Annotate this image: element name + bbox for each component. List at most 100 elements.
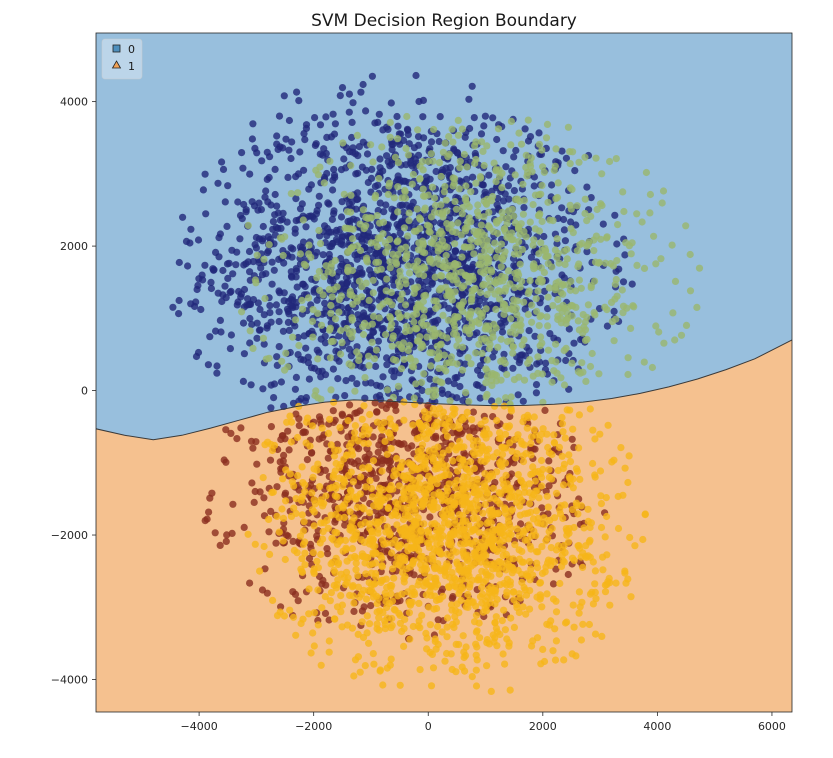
scatter-point-series-2 bbox=[295, 415, 303, 423]
scatter-point-series-1 bbox=[452, 205, 461, 213]
scatter-point-series-3 bbox=[469, 598, 477, 606]
scatter-point-series-3 bbox=[621, 569, 629, 577]
scatter-point-series-3 bbox=[326, 415, 334, 423]
scatter-point-series-1 bbox=[530, 265, 538, 273]
scatter-point-series-3 bbox=[569, 601, 577, 609]
scatter-point-series-1 bbox=[431, 201, 440, 210]
scatter-point-series-3 bbox=[555, 443, 564, 451]
scatter-point-series-0 bbox=[262, 187, 270, 195]
scatter-point-series-1 bbox=[401, 188, 409, 196]
scatter-point-series-3 bbox=[449, 457, 457, 465]
scatter-point-series-3 bbox=[499, 444, 507, 452]
scatter-point-series-3 bbox=[612, 579, 620, 587]
scatter-point-series-0 bbox=[202, 210, 210, 218]
scatter-point-series-1 bbox=[652, 322, 660, 330]
scatter-point-series-3 bbox=[256, 567, 264, 575]
scatter-point-series-1 bbox=[389, 332, 397, 340]
scatter-point-series-0 bbox=[219, 266, 227, 275]
scatter-point-series-1 bbox=[410, 394, 418, 402]
scatter-point-series-1 bbox=[389, 355, 398, 364]
scatter-point-series-3 bbox=[547, 617, 555, 625]
scatter-point-series-3 bbox=[343, 621, 352, 629]
scatter-point-series-1 bbox=[507, 305, 516, 313]
scatter-point-series-2 bbox=[281, 489, 290, 497]
scatter-point-series-0 bbox=[216, 316, 224, 324]
scatter-point-series-1 bbox=[440, 188, 448, 196]
scatter-point-series-3 bbox=[438, 628, 446, 636]
scatter-point-series-3 bbox=[281, 555, 289, 564]
scatter-point-series-1 bbox=[477, 174, 485, 182]
scatter-point-series-0 bbox=[345, 345, 353, 353]
scatter-point-series-3 bbox=[507, 614, 515, 622]
scatter-point-series-1 bbox=[486, 246, 495, 254]
scatter-point-series-3 bbox=[545, 528, 553, 536]
scatter-point-series-1 bbox=[693, 303, 701, 311]
scatter-point-series-1 bbox=[510, 376, 518, 384]
scatter-point-series-1 bbox=[516, 197, 524, 205]
scatter-point-series-1 bbox=[435, 159, 444, 167]
scatter-point-series-3 bbox=[544, 534, 552, 542]
scatter-point-series-1 bbox=[458, 284, 466, 292]
scatter-point-series-1 bbox=[367, 214, 375, 222]
scatter-point-series-0 bbox=[254, 206, 262, 214]
scatter-point-series-0 bbox=[505, 195, 513, 203]
scatter-point-series-3 bbox=[443, 614, 452, 622]
scatter-point-series-0 bbox=[248, 320, 256, 329]
scatter-point-series-0 bbox=[312, 140, 320, 148]
scatter-point-series-1 bbox=[428, 183, 437, 191]
scatter-point-series-1 bbox=[392, 260, 401, 268]
scatter-point-series-0 bbox=[465, 95, 473, 103]
scatter-point-series-1 bbox=[520, 227, 528, 236]
scatter-point-series-1 bbox=[500, 310, 508, 318]
scatter-point-series-3 bbox=[351, 428, 359, 437]
scatter-point-series-1 bbox=[542, 247, 550, 255]
scatter-point-series-1 bbox=[524, 116, 532, 124]
scatter-point-series-3 bbox=[574, 510, 582, 518]
scatter-point-series-0 bbox=[242, 206, 250, 214]
scatter-point-series-3 bbox=[434, 580, 442, 589]
scatter-point-series-2 bbox=[220, 456, 228, 464]
scatter-point-series-1 bbox=[593, 205, 601, 214]
scatter-point-series-1 bbox=[535, 191, 543, 199]
scatter-point-series-2 bbox=[545, 457, 553, 465]
scatter-point-series-1 bbox=[398, 290, 406, 298]
scatter-point-series-3 bbox=[420, 489, 428, 497]
scatter-point-series-0 bbox=[521, 305, 529, 313]
scatter-point-series-3 bbox=[469, 515, 477, 523]
scatter-point-series-0 bbox=[289, 399, 298, 407]
scatter-point-series-0 bbox=[499, 147, 507, 155]
scatter-point-series-0 bbox=[462, 264, 470, 272]
scatter-point-series-3 bbox=[390, 574, 398, 582]
scatter-point-series-1 bbox=[472, 179, 480, 187]
scatter-point-series-0 bbox=[376, 391, 384, 400]
scatter-point-series-1 bbox=[430, 297, 438, 305]
scatter-point-series-0 bbox=[214, 289, 222, 297]
scatter-point-series-1 bbox=[606, 157, 614, 166]
scatter-point-series-0 bbox=[357, 88, 365, 96]
scatter-point-series-0 bbox=[418, 386, 426, 395]
scatter-point-series-3 bbox=[369, 493, 377, 501]
scatter-point-series-1 bbox=[613, 292, 621, 300]
scatter-point-series-0 bbox=[393, 112, 401, 121]
scatter-point-series-0 bbox=[583, 248, 591, 256]
scatter-point-series-1 bbox=[567, 205, 575, 213]
scatter-point-series-1 bbox=[543, 120, 552, 128]
scatter-point-series-3 bbox=[526, 500, 534, 508]
scatter-point-series-1 bbox=[419, 185, 427, 193]
scatter-point-series-0 bbox=[373, 381, 381, 389]
scatter-point-series-3 bbox=[475, 573, 483, 582]
scatter-point-series-3 bbox=[244, 530, 252, 538]
scatter-point-series-1 bbox=[535, 322, 543, 330]
scatter-point-series-3 bbox=[596, 430, 604, 438]
scatter-point-series-3 bbox=[536, 579, 545, 587]
scatter-point-series-0 bbox=[307, 181, 315, 189]
scatter-point-series-1 bbox=[437, 201, 445, 209]
scatter-point-series-1 bbox=[583, 217, 591, 225]
scatter-point-series-3 bbox=[439, 408, 447, 416]
scatter-point-series-1 bbox=[400, 224, 408, 232]
scatter-point-series-0 bbox=[253, 319, 261, 327]
scatter-point-series-0 bbox=[302, 344, 310, 352]
scatter-point-series-3 bbox=[483, 519, 491, 527]
scatter-point-series-3 bbox=[338, 623, 346, 631]
scatter-point-series-3 bbox=[598, 632, 606, 641]
